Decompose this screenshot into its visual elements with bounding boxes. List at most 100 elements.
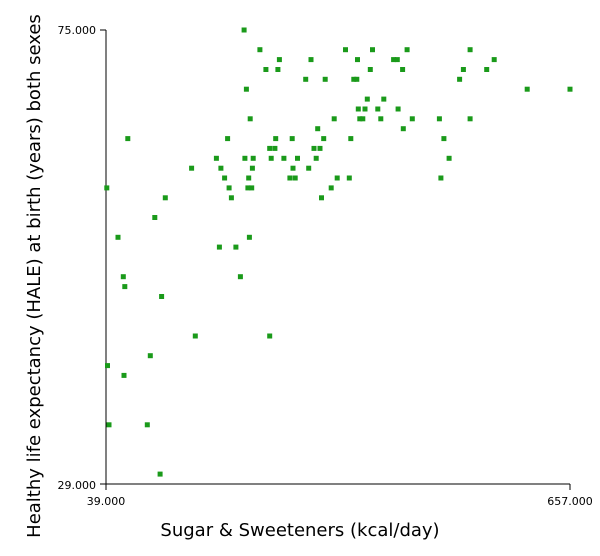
data-point: [484, 67, 490, 72]
data-point: [273, 136, 279, 142]
data-point: [120, 274, 126, 280]
data-point: [367, 67, 373, 72]
data-point: [213, 155, 219, 161]
data-point: [147, 353, 153, 359]
data-point: [122, 284, 128, 290]
data-point: [321, 136, 327, 142]
data-point: [121, 372, 127, 378]
data-point: [237, 274, 243, 280]
data-point: [272, 145, 278, 151]
data-point: [348, 136, 354, 142]
data-point: [268, 155, 274, 161]
data-point: [245, 185, 251, 191]
data-point: [144, 422, 150, 428]
data-point: [313, 155, 319, 161]
data-point: [375, 106, 381, 112]
data-point: [249, 165, 255, 171]
data-point: [189, 165, 195, 171]
data-point: [370, 47, 375, 53]
data-point: [355, 57, 360, 63]
data-point: [357, 116, 363, 122]
data-point: [378, 116, 384, 122]
data-point: [317, 145, 323, 151]
data-point: [105, 363, 110, 369]
y-axis-title: Healthy life expectancy (HALE) at birth …: [24, 14, 45, 538]
data-point: [360, 116, 366, 122]
y-tick-label-min: 29.000: [58, 479, 97, 492]
y-tick-label-max: 75.000: [58, 24, 97, 37]
data-point: [400, 126, 406, 132]
data-point: [226, 185, 232, 191]
data-point: [281, 155, 287, 161]
data-point: [104, 185, 110, 191]
data-point: [467, 116, 473, 122]
data-point: [292, 175, 298, 181]
data-point: [343, 47, 348, 53]
data-point: [524, 86, 530, 92]
data-point: [315, 126, 321, 132]
data-point: [216, 244, 222, 250]
data-point: [409, 116, 415, 122]
x-tick-label-max: 657.000: [547, 495, 593, 508]
data-point: [334, 175, 340, 181]
data-point: [331, 116, 337, 122]
data-point: [162, 195, 168, 201]
data-point: [567, 86, 573, 92]
data-point: [275, 67, 281, 72]
data-point: [457, 76, 463, 82]
data-point: [267, 333, 273, 339]
data-point: [157, 471, 163, 477]
data-point: [222, 175, 228, 181]
data-point: [295, 155, 300, 161]
data-point: [192, 333, 198, 339]
data-point: [311, 145, 317, 151]
data-point: [276, 57, 282, 63]
data-point: [289, 136, 295, 142]
data-point: [243, 86, 249, 92]
data-point: [159, 294, 165, 299]
data-point: [287, 175, 293, 181]
data-point: [491, 57, 497, 63]
data-point: [460, 67, 466, 72]
data-point: [247, 116, 253, 122]
x-axis-title: Sugar & Sweeteners (kcal/day): [160, 520, 439, 541]
axes: [100, 29, 571, 490]
data-point: [351, 76, 357, 82]
data-point: [218, 165, 224, 171]
data-point: [394, 57, 400, 63]
data-point: [225, 136, 231, 142]
x-tick-label-min: 39.000: [87, 495, 126, 508]
data-point: [257, 47, 263, 53]
data-point: [246, 175, 252, 181]
data-point: [446, 155, 452, 161]
data-point: [436, 116, 442, 122]
data-point: [400, 67, 406, 72]
data-point: [115, 234, 121, 240]
data-point: [267, 145, 273, 151]
data-point: [250, 155, 256, 161]
data-point: [346, 175, 352, 181]
data-point: [306, 165, 312, 171]
data-point: [125, 136, 131, 142]
data-point: [322, 76, 328, 82]
data-point: [308, 57, 314, 63]
data-point: [249, 185, 255, 191]
data-point: [391, 57, 397, 63]
data-points: [104, 27, 573, 477]
data-point: [328, 185, 334, 191]
data-point: [395, 106, 401, 112]
data-point: [438, 175, 444, 181]
data-point: [233, 244, 239, 250]
data-point: [242, 155, 248, 161]
data-point: [303, 76, 309, 82]
data-point: [319, 195, 324, 201]
data-point: [228, 195, 234, 201]
data-point: [241, 27, 247, 33]
data-point: [404, 47, 410, 53]
data-point: [362, 106, 368, 112]
data-point: [263, 67, 269, 72]
data-point: [441, 136, 447, 142]
data-point: [355, 106, 361, 112]
data-point: [152, 215, 158, 220]
